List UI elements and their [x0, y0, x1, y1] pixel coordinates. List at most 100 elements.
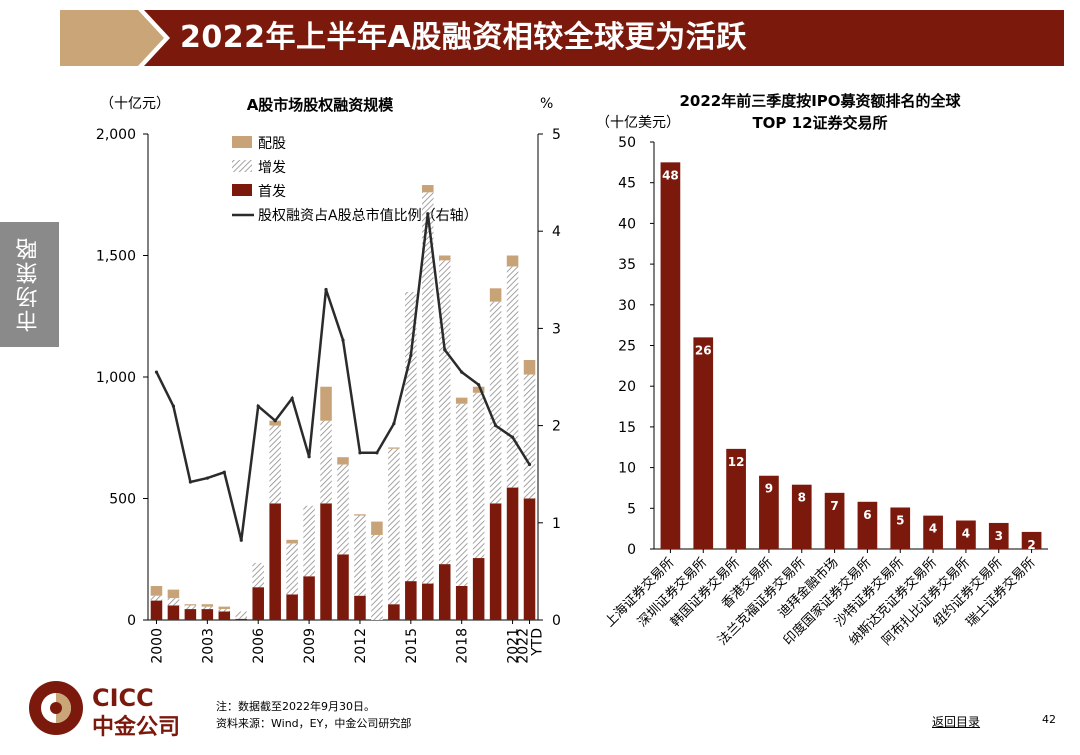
ratio-point — [494, 424, 498, 428]
y2-tick-label: 4 — [552, 224, 561, 240]
x-tick-label: 2003 — [200, 628, 216, 664]
bar-rights-2020 — [489, 288, 502, 302]
chart2-y-tick-label: 25 — [618, 339, 636, 355]
ratio-point — [188, 480, 192, 484]
ipo-bar-4 — [759, 475, 779, 549]
bar-rights-2010 — [320, 386, 332, 421]
chart2-y-tick-label: 45 — [618, 176, 636, 192]
chart2-y-tick-label: 20 — [618, 379, 636, 395]
page-title: 2022年上半年A股融资相较全球更为活跃 — [180, 20, 747, 55]
bar-follow-on-2009 — [303, 505, 315, 577]
banner-gold-chevron — [60, 10, 164, 66]
ratio-point — [527, 462, 532, 467]
y-tick-label: 1,500 — [96, 249, 136, 265]
ipo-bar-3 — [726, 448, 746, 549]
back-to-contents-link[interactable]: 返回目录 — [932, 715, 981, 729]
bar-ipo-2007 — [269, 503, 281, 620]
y2-axis-label: % — [540, 96, 553, 112]
ratio-point — [222, 470, 226, 474]
bar-ipo-2011 — [337, 554, 349, 620]
x-tick-label: 2015 — [404, 628, 420, 664]
ipo-bar-value-label: 4 — [929, 522, 937, 536]
bar-rights-2000 — [150, 585, 163, 596]
y2-tick-label: 3 — [552, 321, 561, 337]
bar-follow-on-2018 — [455, 403, 468, 586]
chart2-y-tick-label: 0 — [627, 542, 636, 558]
ipo-bar-value-label: 4 — [962, 527, 970, 541]
ipo-bar-2 — [693, 337, 714, 549]
ipo-bar-value-label: 5 — [896, 513, 904, 527]
bar-ipo-2003 — [201, 609, 214, 620]
x-tick-label: 2006 — [251, 628, 267, 664]
legend-label-ratio: 股权融资占A股总市值比例（右轴） — [258, 207, 478, 224]
y-tick-label: 0 — [127, 613, 136, 629]
bar-ipo-2006 — [252, 587, 264, 620]
ipo-bar-5 — [791, 484, 812, 549]
y2-tick-label: 2 — [552, 419, 561, 435]
legend-label-ipo: 首发 — [258, 184, 286, 200]
ratio-point — [477, 383, 481, 387]
chart2-y-axis-label: （十亿美元） — [596, 115, 680, 131]
ipo-bar-12 — [1021, 531, 1042, 549]
legend-label-rights: 配股 — [258, 136, 286, 152]
section-tab[interactable]: 市场策略 — [0, 222, 59, 347]
legend-label-follow-on: 增发 — [258, 160, 286, 176]
cicc-logo: CICC 中金公司 — [29, 681, 180, 740]
bar-ipo-2005 — [235, 618, 248, 620]
bar-follow-on-2022-ytd — [523, 374, 536, 499]
bar-ipo-2010 — [320, 503, 332, 620]
bar-ipo-2021 — [506, 487, 519, 620]
chart2-y-tick-label: 30 — [618, 298, 636, 314]
bar-follow-on-2012 — [354, 515, 366, 596]
legend-swatch-ipo — [232, 184, 252, 196]
bar-follow-on-2001 — [167, 598, 180, 606]
ratio-point — [154, 370, 159, 374]
bar-ipo-2015 — [405, 581, 417, 620]
bar-ipo-2016 — [422, 583, 434, 620]
ipo-bar-value-label: 26 — [695, 343, 712, 357]
chart2-y-tick-label: 15 — [618, 420, 636, 436]
legend-swatch-follow-on — [232, 160, 252, 172]
ratio-point — [375, 451, 379, 455]
chart2-title-line2: TOP 12证券交易所 — [752, 114, 887, 132]
ratio-point — [409, 354, 413, 358]
bar-follow-on-2015 — [405, 291, 417, 582]
ratio-point — [239, 538, 243, 542]
bar-rights-2001 — [167, 589, 180, 599]
y-tick-label: 500 — [109, 492, 136, 508]
ratio-point — [460, 370, 464, 374]
bar-rights-2013 — [371, 521, 383, 535]
bar-rights-2002 — [184, 604, 197, 606]
bar-rights-2017 — [438, 255, 451, 261]
ratio-point — [341, 338, 345, 342]
bar-ipo-2001 — [167, 605, 180, 620]
bar-follow-on-2007 — [269, 425, 281, 504]
ipo-bar-value-label: 9 — [765, 482, 773, 496]
y2-tick-label: 0 — [552, 613, 561, 629]
ratio-point — [171, 404, 176, 408]
y-tick-label: 2,000 — [96, 127, 136, 143]
bar-follow-on-2005 — [235, 611, 248, 619]
bar-rights-2004 — [218, 606, 231, 610]
footnote-source: 资料来源：Wind，EY，中金公司研究部 — [216, 717, 412, 730]
bar-ipo-2009 — [303, 576, 315, 620]
y2-tick-label: 5 — [552, 127, 561, 143]
bar-follow-on-2016 — [422, 192, 434, 584]
y2-tick-label: 1 — [552, 516, 561, 532]
section-tab-label: 市场策略 — [16, 236, 42, 333]
bar-rights-2018 — [455, 397, 468, 404]
ratio-point — [426, 212, 430, 216]
bar-follow-on-2017 — [438, 260, 451, 565]
bar-ipo-2022-ytd — [523, 498, 536, 620]
ipo-bar-10 — [956, 520, 976, 549]
ipo-bar-7 — [857, 501, 878, 549]
chart1-title: A股市场股权融资规模 — [247, 96, 395, 114]
x-tick-label: 2018 — [455, 628, 471, 664]
logo-latin: CICC — [92, 684, 154, 712]
chart2-y-tick-label: 10 — [618, 461, 636, 477]
ipo-exchange-chart: 2022年前三季度按IPO募资额排名的全球 TOP 12证券交易所 （十亿美元） 0 5… — [596, 92, 1048, 649]
bar-rights-2016 — [422, 185, 434, 193]
bar-follow-on-2019 — [472, 392, 485, 559]
bar-ipo-2019 — [472, 558, 485, 620]
bar-follow-on-2002 — [184, 605, 197, 610]
